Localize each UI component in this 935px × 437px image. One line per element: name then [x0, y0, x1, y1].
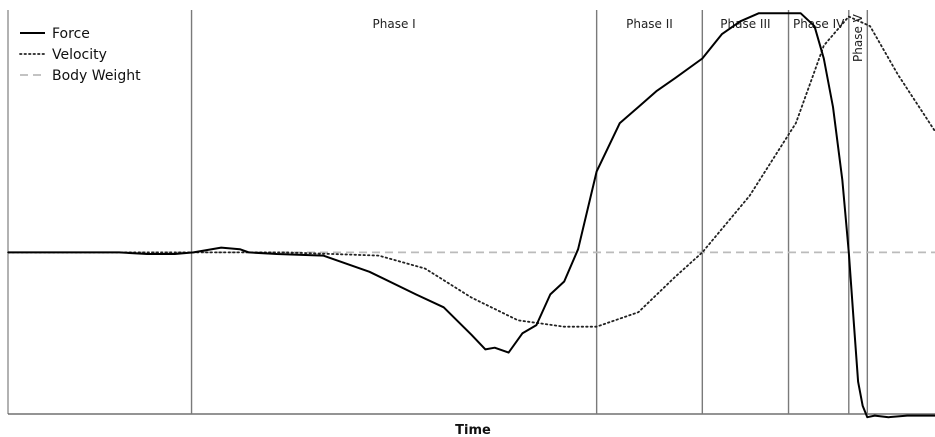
phase-boundary-lines [190, 10, 869, 414]
legend-label-body-weight: Body Weight [52, 68, 141, 84]
legend-label-velocity: Velocity [52, 47, 107, 63]
phase-label-2: Phase II [626, 17, 673, 31]
phase-label-4: Phase IV [793, 17, 845, 31]
phase-labels: Phase I Phase II Phase III Phase IV Phase V [373, 13, 866, 62]
series-line-force [8, 12, 935, 419]
phase-label-1: Phase I [373, 17, 416, 31]
series-line-velocity [7, 15, 935, 328]
x-axis-label: Time [455, 423, 491, 437]
legend: Force Velocity Body Weight [10, 16, 160, 86]
legend-label-force: Force [52, 26, 90, 42]
phase-label-5: Phase V [851, 13, 865, 62]
series-layer [7, 12, 935, 419]
